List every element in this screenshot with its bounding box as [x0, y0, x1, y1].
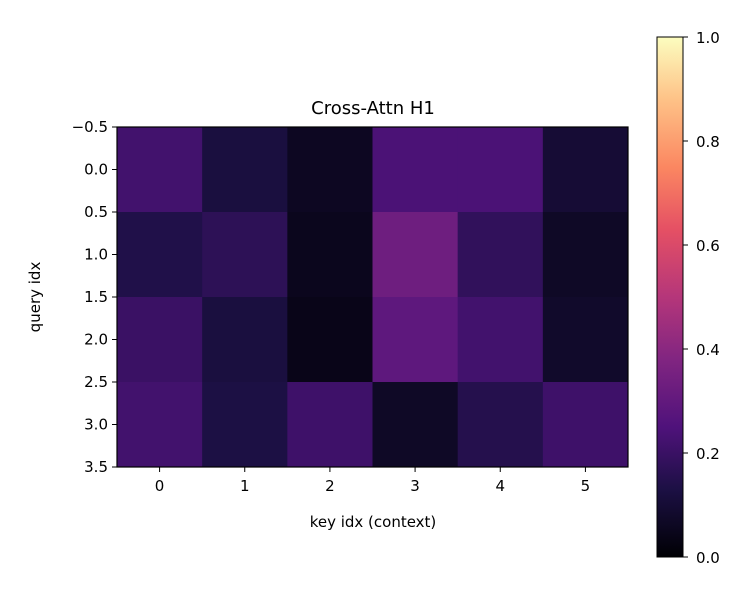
- heatmap-cell: [457, 127, 544, 213]
- colorbar-tick-label: 0.6: [696, 237, 720, 255]
- heatmap-cells: [117, 127, 629, 468]
- colorbar-ticks: 0.0 0.2 0.4 0.6 0.8 1.0: [683, 29, 720, 567]
- x-tick-label: 2: [325, 477, 335, 495]
- heatmap-cell: [117, 382, 203, 468]
- heatmap-cell: [117, 212, 203, 298]
- x-tick-label: 5: [581, 477, 591, 495]
- colorbar-tick-label: 0.0: [696, 549, 720, 567]
- x-tick-label: 0: [155, 477, 165, 495]
- x-tick-label: 1: [240, 477, 250, 495]
- y-tick-label: 2.5: [84, 373, 108, 391]
- heatmap-cell: [202, 297, 288, 383]
- y-tick-label: 3.5: [84, 458, 108, 476]
- y-axis-ticks: −0.5 0.0 0.5 1.0 1.5 2.0 2.5 3.0 3.5: [72, 118, 117, 476]
- y-axis-label: query idx: [26, 262, 44, 333]
- y-tick-label: −0.5: [72, 118, 108, 136]
- heatmap-cell: [287, 297, 373, 383]
- chart-title: Cross-Attn H1: [311, 98, 435, 119]
- y-tick-label: 0.0: [84, 161, 108, 179]
- heatmap-cell: [117, 127, 203, 213]
- heatmap-cell: [372, 212, 459, 298]
- heatmap-cell: [287, 127, 373, 213]
- y-tick-label: 0.5: [84, 203, 108, 221]
- y-tick-label: 1.0: [84, 246, 108, 264]
- colorbar-tick-label: 1.0: [696, 29, 720, 47]
- heatmap-cell: [287, 212, 373, 298]
- x-tick-label: 4: [495, 477, 505, 495]
- y-tick-label: 3.0: [84, 416, 108, 434]
- heatmap-cell: [372, 297, 459, 383]
- heatmap-cell: [202, 382, 288, 468]
- x-axis-label: key idx (context): [310, 513, 437, 531]
- heatmap-cell: [542, 212, 629, 298]
- x-tick-label: 3: [410, 477, 420, 495]
- heatmap-cell: [457, 297, 544, 383]
- heatmap-cell: [287, 382, 373, 468]
- x-axis-ticks: 0 1 2 3 4 5: [155, 467, 590, 495]
- heatmap-cell: [457, 212, 544, 298]
- heatmap-cell: [542, 297, 629, 383]
- heatmap-cell: [372, 127, 459, 213]
- colorbar: [656, 36, 684, 558]
- heatmap-cell: [117, 297, 203, 383]
- heatmap-cell: [542, 127, 629, 213]
- heatmap-cell: [542, 382, 629, 468]
- colorbar-tick-label: 0.8: [696, 133, 720, 151]
- heatmap-cell: [372, 382, 459, 468]
- heatmap-cell: [202, 127, 288, 213]
- colorbar-tick-label: 0.4: [696, 341, 720, 359]
- heatmap-cell: [202, 212, 288, 298]
- colorbar-tick-label: 0.2: [696, 445, 720, 463]
- y-tick-label: 2.0: [84, 331, 108, 349]
- y-tick-label: 1.5: [84, 288, 108, 306]
- heatmap-cell: [457, 382, 544, 468]
